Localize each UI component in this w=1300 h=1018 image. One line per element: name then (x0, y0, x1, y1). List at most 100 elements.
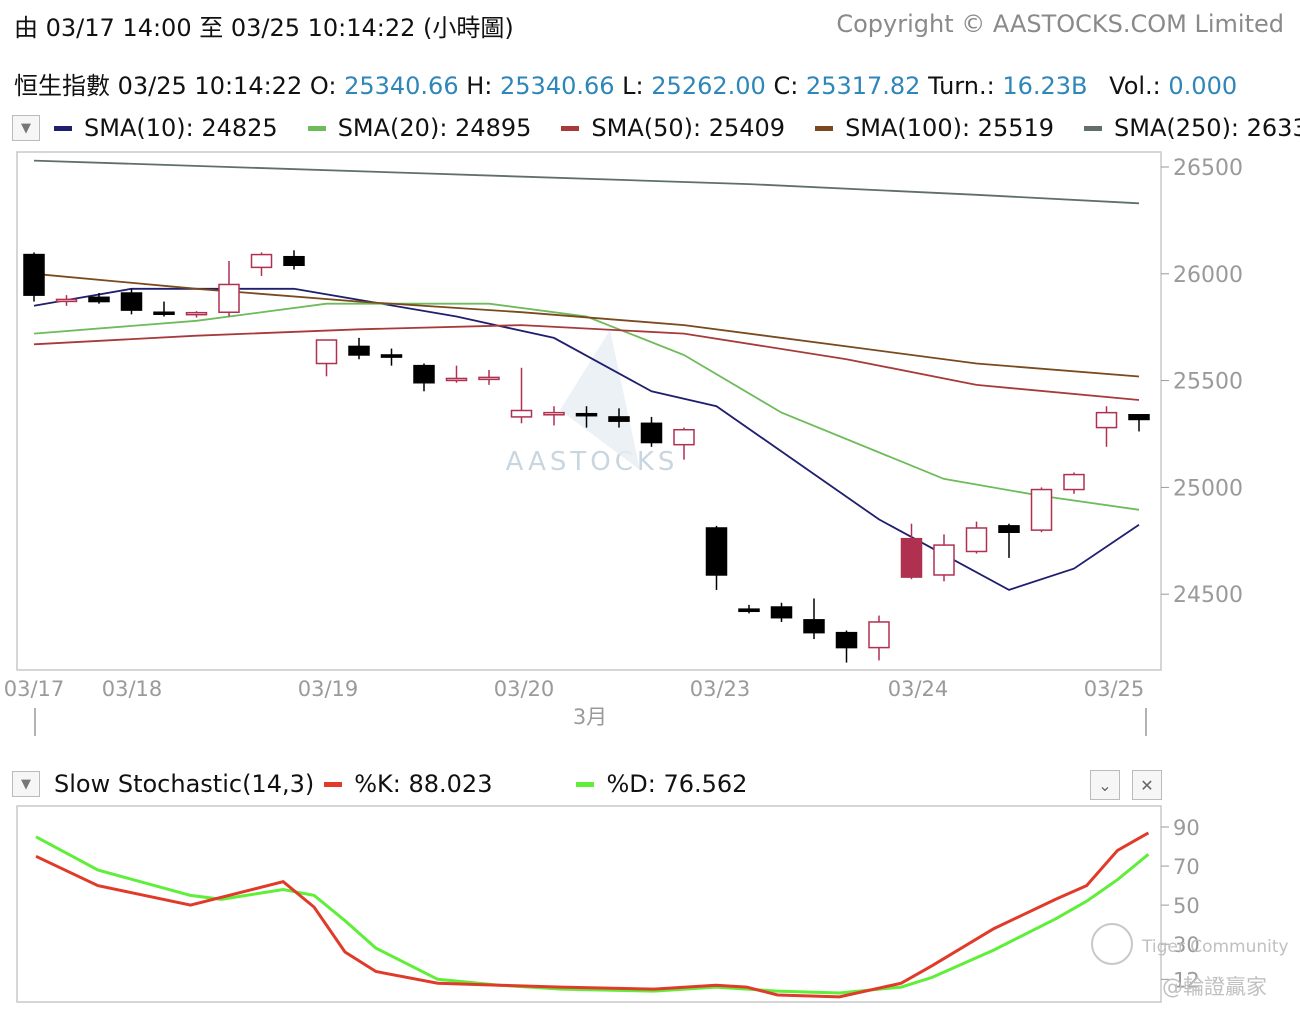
candle-body (55, 298, 78, 303)
candle-body (608, 416, 630, 422)
legend-swatch (561, 125, 580, 131)
x-tick-label: 03/24 (888, 677, 949, 701)
legend-swatch (1084, 125, 1103, 131)
stoch-plot-area (16, 805, 1162, 1003)
legend-swatch (576, 781, 595, 787)
y-tick-label: 70 (1173, 855, 1200, 879)
legend-label: SMA(50): 25409 (591, 114, 786, 142)
low-value: 25262.00 (651, 72, 766, 100)
legend-sma50: SMA(50): 25409 (561, 114, 785, 142)
legend-sma10: SMA(10): 24825 (54, 114, 278, 142)
candle-body (315, 339, 338, 365)
dropdown-triangle-icon: ▼ (21, 120, 31, 136)
candle-body (543, 411, 565, 416)
collapse-panel-button[interactable]: ⌄ (1090, 770, 1120, 800)
candle-body (250, 253, 273, 269)
high-value: 25340.66 (500, 72, 615, 100)
legend-swatch (324, 781, 343, 787)
y-tick-label: 25000 (1173, 476, 1243, 501)
stoch-line (35, 835, 1150, 995)
close-panel-button[interactable]: ✕ (1132, 770, 1162, 800)
high-label: H: (466, 72, 493, 100)
y-tick-label: 90 (1173, 816, 1200, 840)
x-tick-label: 03/23 (690, 677, 751, 701)
legend-label: %K: 88.023 (354, 770, 493, 798)
legend-label: SMA(20): 24895 (337, 114, 532, 142)
legend-swatch (307, 125, 326, 131)
candle-body (218, 283, 240, 313)
stochastic-chart[interactable]: 90 70 50 30 12 Tiger Community @輪證贏家 (0, 798, 1300, 1018)
legend-d: %D: 76.562 (576, 770, 747, 798)
close-label: C: (773, 72, 799, 100)
candle-body (640, 422, 663, 444)
low-label: L: (622, 72, 644, 100)
dropdown-triangle-icon: ▼ (21, 776, 31, 792)
candle-body (348, 345, 370, 356)
candle-body (933, 544, 955, 576)
sma-line (33, 302, 1140, 511)
legend-label: SMA(10): 24825 (84, 114, 278, 142)
candle-body (120, 292, 143, 311)
watermark-text: AASTOCKS (506, 447, 679, 477)
y-tick-label: 24500 (1173, 583, 1243, 608)
candle-body (185, 311, 208, 316)
turnover-label: Turn.: (928, 72, 995, 100)
ohlc-readout: 恒生指數 03/25 10:14:22 O: 25340.66 H: 25340… (14, 66, 1237, 101)
stoch-dropdown-button[interactable]: ▼ (12, 771, 40, 797)
candle-body (575, 412, 598, 417)
copyright-text: Copyright © AASTOCKS.COM Limited (836, 10, 1284, 38)
candle-body (413, 364, 435, 384)
open-label: O: (309, 72, 337, 100)
y-tick-label: 30 (1173, 933, 1200, 957)
legend-label: %D: 76.562 (606, 770, 748, 798)
y-tick-label: 25500 (1173, 370, 1243, 395)
month-label: 3月 (573, 705, 607, 729)
stochastic-title: Slow Stochastic(14,3) (54, 770, 315, 798)
x-tick-label: 03/17 (4, 677, 65, 701)
candle-body (153, 311, 175, 315)
candle-body (478, 376, 500, 381)
legend-label: SMA(250): 26330 (1114, 114, 1300, 142)
candle-body (900, 537, 923, 578)
legend-label: SMA(100): 25519 (845, 114, 1055, 142)
x-tick-label: 03/19 (298, 677, 359, 701)
close-value: 25317.82 (805, 72, 921, 100)
candle-body (1095, 411, 1118, 429)
y-tick-label: 12 (1173, 968, 1200, 992)
sma-line (33, 324, 1140, 401)
candle-body (380, 354, 403, 358)
candle-body (23, 253, 45, 296)
stochastic-legend: ▼ Slow Stochastic(14,3) %K: 88.023 %D: 7… (12, 770, 777, 798)
candle-body (868, 621, 890, 649)
candle-body (510, 409, 533, 418)
candle-body (835, 631, 858, 649)
candle-body (283, 255, 305, 267)
y-tick-label: 26500 (1173, 156, 1243, 181)
chart-range-title: 由 03/17 14:00 至 03/25 10:14:22 (小時圖) (14, 14, 514, 42)
price-chart[interactable]: AASTOCKS 26500 26000 25500 25000 24500 03/17 03… (0, 0, 1300, 740)
sma-legend: ▼ SMA(10): 24825 SMA(20): 24895 SMA(50):… (12, 114, 1300, 142)
candle-body (998, 525, 1020, 534)
x-tick-label: 03/20 (494, 677, 555, 701)
turnover-value: 16.23B (1002, 72, 1088, 100)
candle-body (803, 619, 825, 634)
candle-body (1030, 488, 1053, 531)
sma-line (33, 159, 1140, 205)
x-tick-label: 03/25 (1084, 677, 1145, 701)
legend-sma20: SMA(20): 24895 (307, 114, 532, 142)
legend-k: %K: 88.023 (324, 770, 492, 798)
candle-body (965, 527, 988, 553)
legend-swatch (815, 125, 834, 131)
candle-body (1128, 414, 1150, 421)
footer-watermark-line2: @輪證贏家 (1162, 975, 1267, 999)
candle-body (1063, 473, 1085, 491)
volume-label: Vol.: (1109, 72, 1161, 100)
legend-swatch (54, 125, 72, 131)
community-logo-icon (1091, 923, 1133, 965)
main-dropdown-button[interactable]: ▼ (12, 115, 40, 141)
volume-value: 0.000 (1168, 72, 1238, 100)
watermark-logo-icon (560, 330, 640, 470)
index-name: 恒生指數 (14, 72, 110, 100)
y-tick-label: 26000 (1173, 263, 1243, 288)
legend-sma250: SMA(250): 26330 (1084, 114, 1300, 142)
